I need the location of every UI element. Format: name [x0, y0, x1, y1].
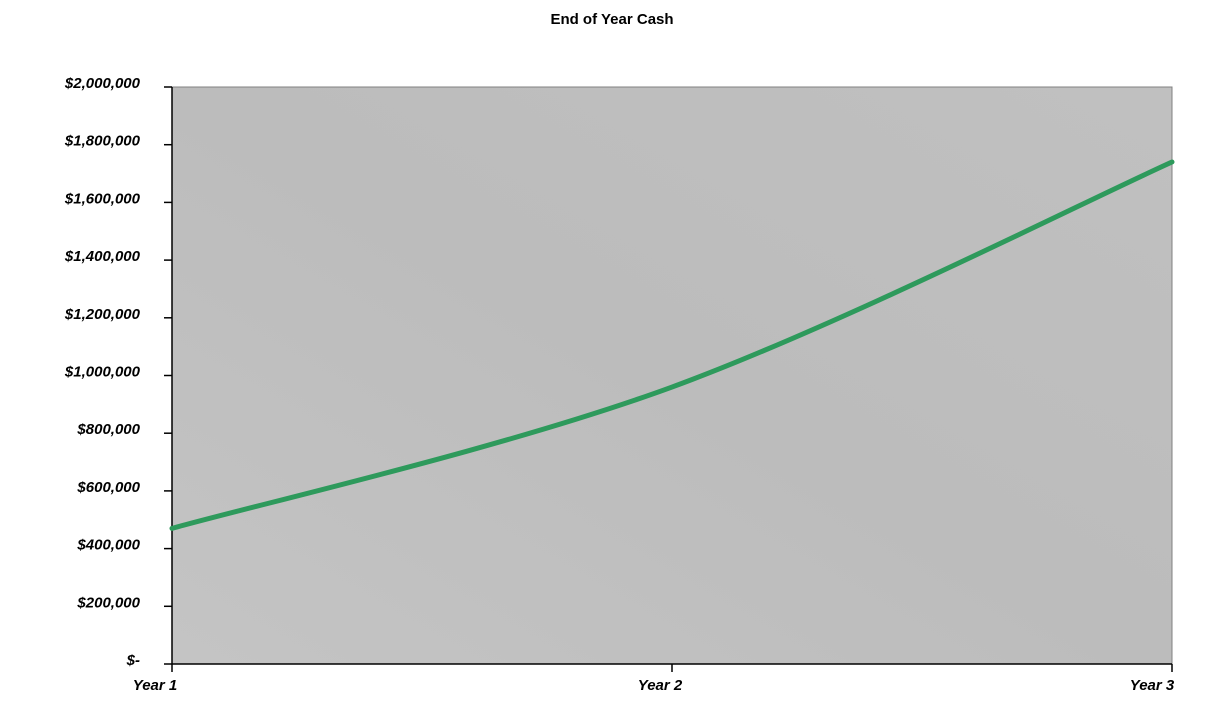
y-tick-label: $1,600,000: [64, 190, 141, 207]
plot-area: [171, 86, 1173, 665]
x-tick-label: Year 3: [1130, 677, 1175, 694]
chart-title: End of Year Cash: [550, 11, 673, 28]
y-tick-label: $1,800,000: [64, 133, 141, 150]
x-tick-label: Year 2: [638, 677, 683, 694]
y-tick-label: $200,000: [76, 594, 140, 611]
y-tick-label: $1,200,000: [64, 306, 141, 323]
y-tick-label: $2,000,000: [64, 75, 141, 92]
x-tick-label: Year 1: [133, 677, 177, 694]
y-tick-label: $1,400,000: [64, 248, 141, 265]
y-tick-label: $800,000: [76, 421, 140, 438]
series-line: [169, 159, 1175, 531]
y-tick-label: $1,000,000: [64, 363, 141, 380]
y-tick-label: $600,000: [76, 479, 140, 496]
y-tick-label: $-: [126, 652, 140, 669]
y-tick-label: $400,000: [76, 537, 140, 554]
